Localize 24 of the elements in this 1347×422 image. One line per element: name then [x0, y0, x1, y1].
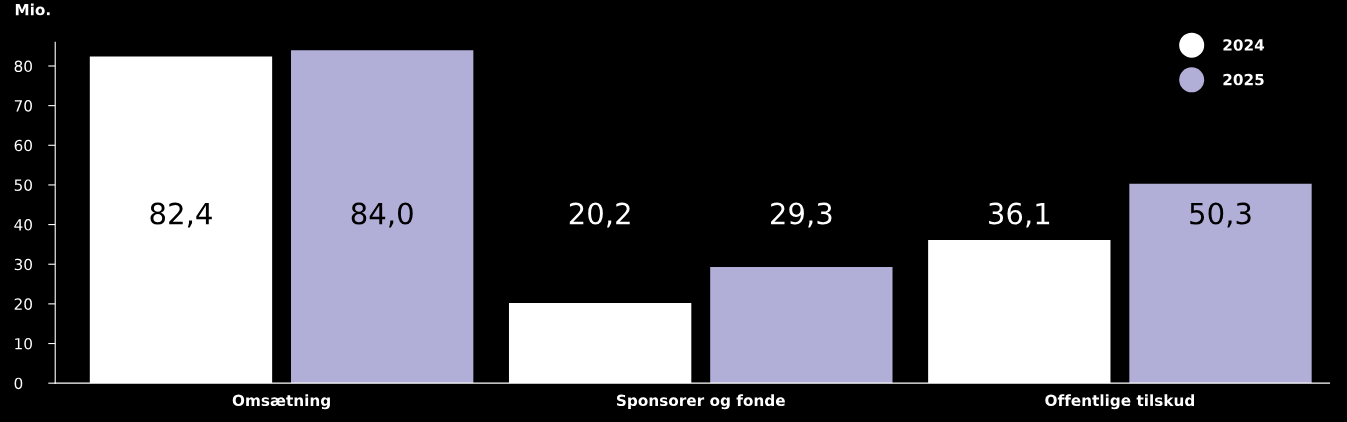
data-label: 29,3 [771, 202, 832, 228]
y-tick-label: 10 [15, 337, 32, 350]
y-tick-label: 50 [14, 179, 32, 191]
y-tick-label: 80 [14, 60, 32, 73]
y-tick-label: 70 [14, 100, 32, 112]
x-tick-label: Omsætning [232, 394, 330, 410]
data-label: 50,3 [1190, 202, 1251, 228]
bar [291, 50, 474, 384]
data-label: 84,0 [351, 202, 413, 228]
legend-label: 2024 [1223, 39, 1265, 51]
bar [1129, 183, 1312, 384]
legend-label: 2025 [1223, 73, 1264, 86]
data-label: 20,2 [569, 202, 630, 228]
y-tick-label: 20 [14, 298, 32, 310]
y-tick-label: 40 [14, 219, 32, 231]
x-tick-label: Sponsorer og fonde [616, 394, 785, 410]
y-tick-label: 30 [14, 258, 32, 271]
y-tick-label: 0 [14, 377, 23, 390]
y-tick-label: 60 [14, 139, 32, 152]
data-label: 82,4 [150, 202, 212, 228]
x-tick-label: Offentlige tilskud [1045, 394, 1194, 410]
y-axis-title: Mio. [15, 3, 50, 16]
bar [710, 267, 893, 384]
data-label: 36,1 [989, 202, 1050, 228]
